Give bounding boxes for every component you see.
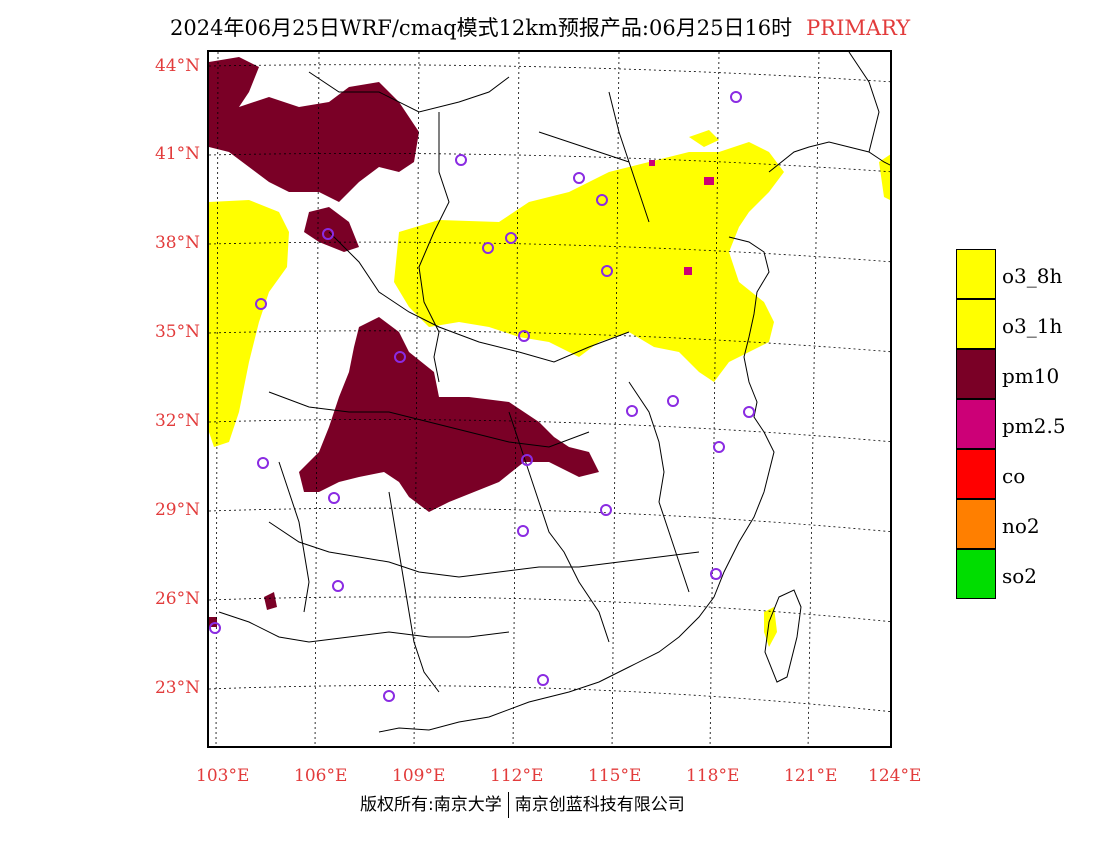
map-panel[interactable]	[207, 50, 892, 748]
footer-divider	[507, 792, 509, 818]
lat-label-38: 38°N	[154, 233, 200, 253]
lon-label-112: 112°E	[490, 766, 544, 786]
legend-swatch-pm25	[956, 399, 996, 449]
legend-label-o3-1h: o3_1h	[1002, 314, 1063, 338]
station-markers	[209, 91, 755, 702]
copyright-footer: 版权所有:南京大学 南京创蓝科技有限公司	[360, 790, 685, 818]
legend-label-so2: so2	[1002, 564, 1038, 588]
legend-swatch-so2	[956, 549, 996, 599]
legend-label-pm10: pm10	[1002, 364, 1060, 388]
legend-label-no2: no2	[1002, 514, 1040, 538]
pm25-area	[649, 160, 714, 275]
forecast-map	[209, 52, 890, 746]
lon-label-109: 109°E	[392, 766, 446, 786]
lat-label-35: 35°N	[154, 322, 200, 342]
lon-label-118: 118°E	[686, 766, 740, 786]
lat-label-23: 23°N	[154, 678, 200, 698]
legend-label-co: co	[1002, 464, 1026, 488]
lon-label-103: 103°E	[196, 766, 250, 786]
legend-swatch-pm10	[956, 349, 996, 399]
lon-label-106: 106°E	[294, 766, 348, 786]
pm10-area	[209, 57, 599, 627]
legend-swatch-no2	[956, 499, 996, 549]
lon-label-121: 121°E	[784, 766, 838, 786]
legend-label-pm25: pm2.5	[1002, 414, 1066, 438]
lat-label-26: 26°N	[154, 589, 200, 609]
footer-right: 南京创蓝科技有限公司	[514, 795, 685, 815]
o3-area	[209, 130, 890, 647]
graticule	[209, 52, 890, 746]
title-tag: PRIMARY	[806, 16, 911, 40]
map-title: 2024年06月25日WRF/cmaq模式12km预报产品:06月25日16时 P…	[170, 12, 910, 42]
lat-label-29: 29°N	[154, 500, 200, 520]
footer-left: 版权所有:南京大学	[360, 795, 502, 815]
legend-swatch-o3-1h	[956, 299, 996, 349]
legend-swatch-co	[956, 449, 996, 499]
title-main: 2024年06月25日WRF/cmaq模式12km预报产品:06月25日16时	[170, 16, 793, 40]
lon-label-115: 115°E	[588, 766, 642, 786]
lat-label-44: 44°N	[154, 56, 200, 76]
boundaries	[218, 52, 890, 733]
legend-swatch-o3-8h	[956, 249, 996, 299]
lat-label-32: 32°N	[154, 411, 200, 431]
lon-label-124: 124°E	[868, 766, 922, 786]
lat-label-41: 41°N	[154, 144, 200, 164]
legend-label-o3-8h: o3_8h	[1002, 264, 1063, 288]
